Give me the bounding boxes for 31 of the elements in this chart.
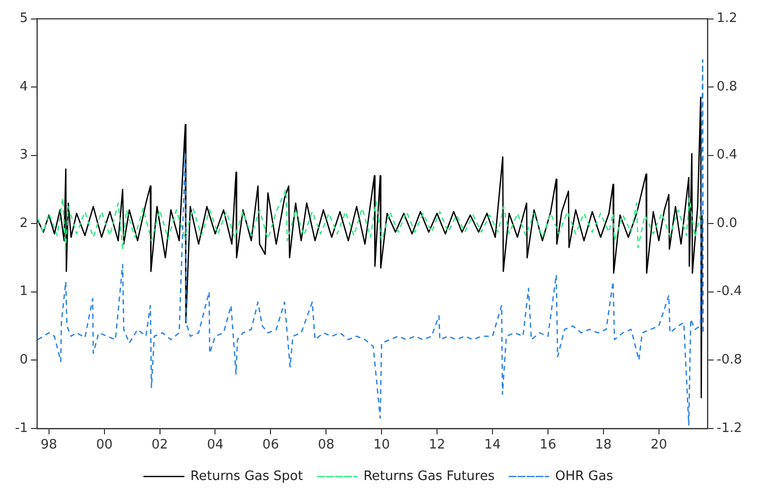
x-tick-label: 04 [206,438,224,453]
x-tick-label: 98 [40,438,58,453]
legend-label: OHR Gas [555,468,614,484]
x-tick-label: 14 [484,438,501,453]
x-tick-label: 00 [96,438,113,453]
legend-label: Returns Gas Futures [363,468,495,484]
x-tick-label: 16 [540,438,556,453]
x-tick-label: 18 [595,438,612,453]
x-tick-label: 02 [152,438,168,453]
y2-tick-label: -0.8 [716,352,742,368]
y-tick-label: 3 [20,148,28,163]
line-series [37,59,704,426]
x-tick-label: 06 [262,438,279,453]
x-tick-label: 12 [428,438,446,453]
y-tick-label: -1 [14,420,28,436]
y-tick-label: 1 [20,284,28,300]
y2-tick-label: -1.2 [716,420,742,436]
y2-tick-label: 0.4 [716,148,738,163]
y-tick-label: 2 [20,216,28,231]
x-tick-label: 10 [373,438,390,453]
y-tick-label: 4 [20,79,28,94]
legend-label: Returns Gas Spot [190,468,303,484]
line-series [37,188,702,250]
x-tick-label: 20 [650,438,668,453]
y2-tick-label: 0.0 [716,216,738,231]
y2-tick-label: -0.4 [716,284,742,300]
y-tick-label: 0 [20,352,28,368]
x-tick-label: 08 [318,438,334,453]
y2-tick-label: 0.8 [716,79,738,94]
y-tick-label: 5 [20,11,28,26]
y2-tick-label: 1.2 [716,11,738,26]
